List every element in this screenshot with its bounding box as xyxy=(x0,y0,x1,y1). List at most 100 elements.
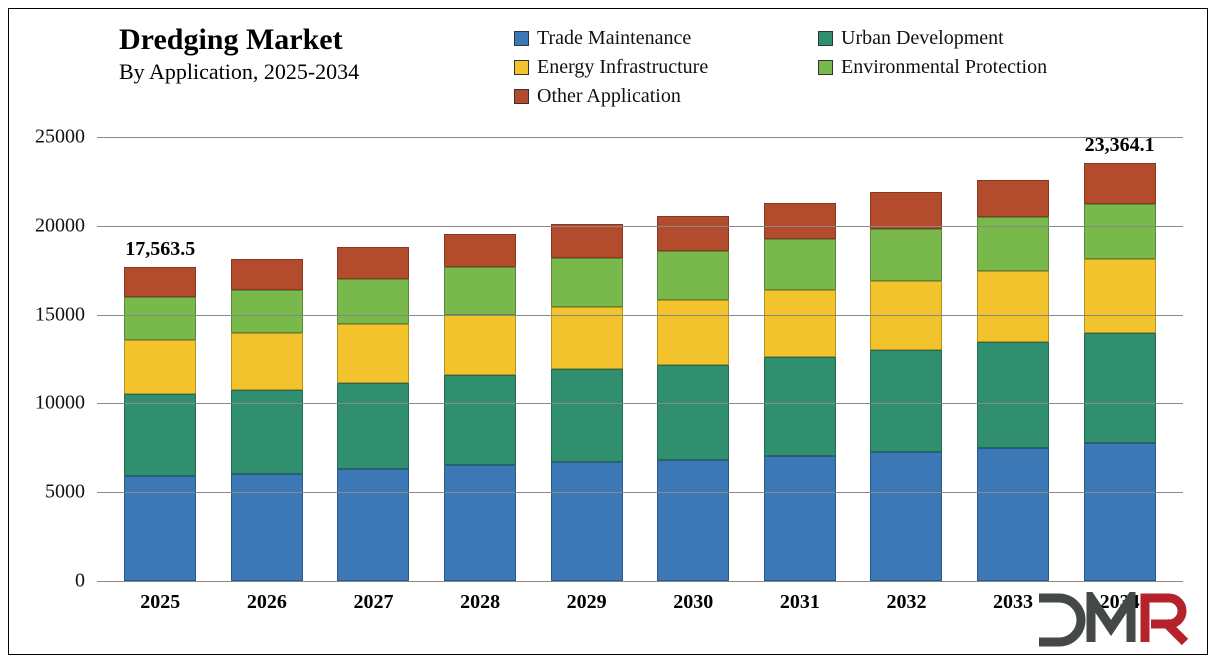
bar-segment xyxy=(764,290,836,357)
legend-swatch xyxy=(514,89,529,104)
legend-item: Environmental Protection xyxy=(818,56,1078,79)
x-axis-tick-label: 2032 xyxy=(886,591,926,614)
legend: Trade Maintenance Urban Development Energy… xyxy=(514,27,1177,108)
legend-item: Other Application xyxy=(514,85,774,108)
logo-letter-r xyxy=(1145,598,1185,642)
gridline xyxy=(97,315,1183,316)
bar-segment xyxy=(1084,333,1156,443)
bar-group: 2028 xyxy=(444,234,516,581)
bar-segment xyxy=(124,394,196,476)
bar-segment xyxy=(870,452,942,581)
bar-group: 2032 xyxy=(870,192,942,581)
bar-group: 2031 xyxy=(764,203,836,581)
legend-swatch xyxy=(514,60,529,75)
plot-area: 202517,563.52026202720282029203020312032… xyxy=(97,137,1183,582)
gridline xyxy=(97,226,1183,227)
legend-item: Energy Infrastructure xyxy=(514,56,774,79)
legend-swatch xyxy=(818,60,833,75)
bar-segment xyxy=(337,247,409,279)
bar-segment xyxy=(337,383,409,470)
bar-segment xyxy=(551,258,623,306)
legend-label: Urban Development xyxy=(841,27,1004,50)
bar-segment xyxy=(444,234,516,267)
bar-segment xyxy=(231,333,303,389)
bar-segment xyxy=(977,342,1049,447)
bar-segment xyxy=(337,279,409,325)
legend-label: Energy Infrastructure xyxy=(537,56,708,79)
title-block: Dredging Market By Application, 2025-203… xyxy=(119,23,359,85)
bar-segment xyxy=(231,259,303,289)
gridline xyxy=(97,403,1183,404)
bar-segment xyxy=(870,350,942,452)
bar-segment xyxy=(657,251,729,300)
bar-segment xyxy=(551,307,623,370)
gridline xyxy=(97,492,1183,493)
bar-segment xyxy=(657,460,729,581)
legend-swatch xyxy=(818,31,833,46)
bar-segment xyxy=(551,369,623,462)
bar-total-label: 17,563.5 xyxy=(125,238,195,261)
x-axis-tick-label: 2031 xyxy=(780,591,820,614)
bar-segment xyxy=(657,365,729,461)
bar-segment xyxy=(444,375,516,465)
legend-swatch xyxy=(514,31,529,46)
x-axis-tick-label: 2030 xyxy=(673,591,713,614)
x-axis-tick-label: 2029 xyxy=(567,591,607,614)
bar-group: 2026 xyxy=(231,259,303,581)
bar-segment xyxy=(764,357,836,456)
bar-segment xyxy=(444,315,516,375)
bar-segment xyxy=(1084,163,1156,203)
brand-logo xyxy=(1033,592,1193,648)
bar-segment xyxy=(124,267,196,297)
bar-segment xyxy=(870,192,942,229)
bar-segment xyxy=(1084,204,1156,259)
x-axis-tick-label: 2033 xyxy=(993,591,1033,614)
y-axis-tick-label: 10000 xyxy=(35,392,85,415)
bar-segment xyxy=(1084,443,1156,581)
bar-segment xyxy=(657,300,729,364)
y-axis-tick-label: 5000 xyxy=(45,481,85,504)
bar-segment xyxy=(124,340,196,395)
gridline xyxy=(97,137,1183,138)
chart-title: Dredging Market xyxy=(119,23,359,57)
x-axis-tick-label: 2026 xyxy=(247,591,287,614)
bar-segment xyxy=(657,216,729,251)
legend-item: Urban Development xyxy=(818,27,1078,50)
bar-segment xyxy=(977,271,1049,343)
bar-segment xyxy=(337,469,409,581)
chart-subtitle: By Application, 2025-2034 xyxy=(119,59,359,85)
bar-segment xyxy=(764,456,836,581)
bars: 202517,563.52026202720282029203020312032… xyxy=(97,137,1183,581)
x-axis-tick-label: 2025 xyxy=(140,591,180,614)
bar-segment xyxy=(870,229,942,281)
bar-segment xyxy=(231,474,303,581)
bar-group: 2027 xyxy=(337,247,409,581)
bar-segment xyxy=(231,390,303,474)
bar-segment xyxy=(1084,259,1156,333)
bar-segment xyxy=(977,448,1049,581)
y-axis-tick-label: 15000 xyxy=(35,303,85,326)
x-axis-tick-label: 2028 xyxy=(460,591,500,614)
bar-segment xyxy=(444,465,516,581)
bar-segment xyxy=(977,180,1049,218)
bar-segment xyxy=(764,239,836,290)
y-axis-tick-label: 0 xyxy=(75,570,85,593)
bar-group: 2030 xyxy=(657,216,729,581)
bar-segment xyxy=(764,203,836,239)
logo-letter-d xyxy=(1039,598,1081,642)
chart-frame: Dredging Market By Application, 2025-203… xyxy=(8,8,1208,655)
y-axis-tick-label: 20000 xyxy=(35,214,85,237)
bar-segment xyxy=(551,462,623,581)
legend-label: Trade Maintenance xyxy=(537,27,691,50)
bar-segment xyxy=(551,224,623,258)
legend-label: Other Application xyxy=(537,85,681,108)
bar-group: 2033 xyxy=(977,180,1049,581)
bar-segment xyxy=(231,290,303,334)
logo-letter-m xyxy=(1091,598,1131,642)
x-axis-tick-label: 2027 xyxy=(353,591,393,614)
bar-segment xyxy=(337,324,409,382)
legend-label: Environmental Protection xyxy=(841,56,1047,79)
bar-segment xyxy=(444,267,516,314)
y-axis-tick-label: 25000 xyxy=(35,126,85,149)
legend-item: Trade Maintenance xyxy=(514,27,774,50)
